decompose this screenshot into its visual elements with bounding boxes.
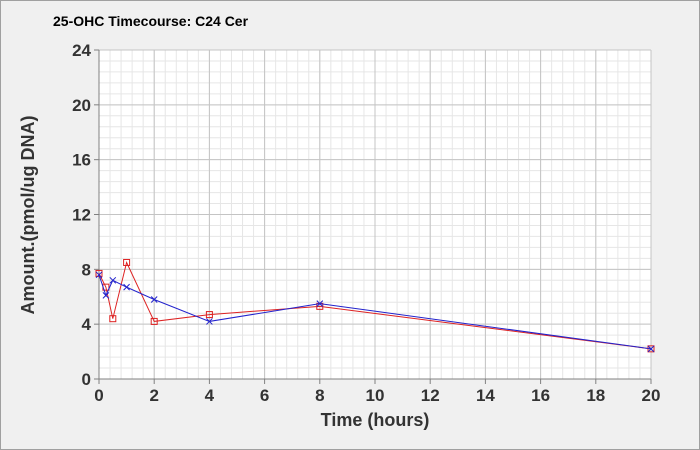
series-1-point — [109, 315, 117, 323]
x-tick-label: 2 — [149, 386, 158, 405]
x-tick-label: 18 — [586, 386, 605, 405]
series-2-point — [206, 318, 213, 325]
series-2-point — [95, 271, 103, 279]
x-tick-labels: 0 2 4 6 8 10 12 14 16 18 20 — [94, 386, 660, 405]
cross-stroke — [109, 276, 117, 284]
y-tick-labels: 0 4 8 12 16 20 24 — [72, 41, 91, 389]
y-tick-label: 4 — [82, 315, 92, 334]
cross-stroke — [316, 300, 324, 307]
series-1-point — [123, 258, 131, 266]
series-layer — [95, 258, 655, 353]
chart-title: 25-OHC Timecourse: C24 Cer — [53, 13, 249, 29]
y-tick-label: 20 — [72, 96, 91, 115]
cross-stroke — [647, 345, 655, 353]
cross-stroke — [150, 296, 158, 303]
series-2-point — [316, 300, 324, 307]
y-axis-title: Amount.(pmol/ug DNA) — [18, 116, 38, 315]
y-tick-label: 0 — [82, 370, 91, 389]
x-tick-label: 16 — [531, 386, 550, 405]
major-grid — [94, 49, 652, 384]
cross-stroke — [206, 318, 213, 325]
x-axis-title: Time (hours) — [321, 410, 430, 430]
series-1-point — [95, 269, 103, 277]
series-line-2 — [98, 274, 652, 350]
cross-stroke — [95, 271, 103, 279]
x-tick-label: 8 — [315, 386, 324, 405]
x-tick-label: 20 — [642, 386, 661, 405]
x-tick-label: 4 — [205, 386, 215, 405]
x-tick-label: 12 — [421, 386, 440, 405]
series-2-point — [109, 276, 117, 284]
x-tick-label: 0 — [94, 386, 103, 405]
x-tick-label: 14 — [476, 386, 495, 405]
series-2-point — [150, 296, 158, 303]
y-tick-label: 24 — [72, 41, 91, 60]
series-2-point — [102, 292, 110, 299]
x-tick-label: 6 — [260, 386, 269, 405]
series-1-point — [150, 317, 158, 325]
cross-stroke — [123, 283, 130, 291]
x-tick-label: 10 — [366, 386, 385, 405]
cross-stroke — [102, 292, 110, 299]
y-tick-label: 12 — [72, 206, 91, 225]
series-1-point — [205, 311, 213, 319]
series-2-point — [647, 345, 655, 353]
y-tick-label: 16 — [72, 151, 91, 170]
y-tick-label: 8 — [82, 260, 91, 279]
series-2-point — [123, 283, 130, 291]
